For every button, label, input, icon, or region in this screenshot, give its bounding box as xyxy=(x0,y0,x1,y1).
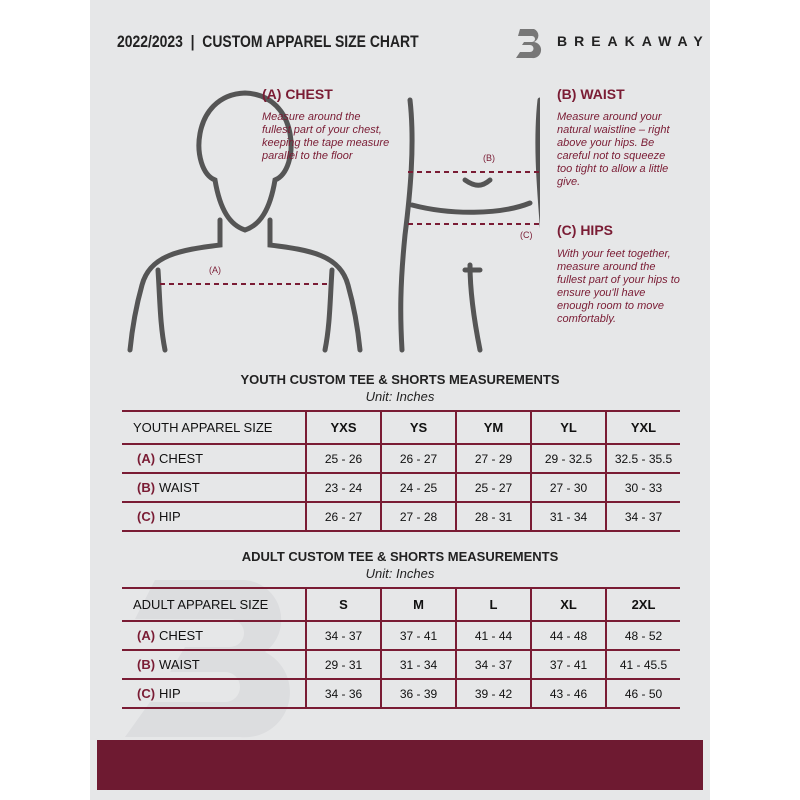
row-code: (B) xyxy=(137,657,156,672)
adult-section-title: ADULT CUSTOM TEE & SHORTS MEASUREMENTS xyxy=(241,549,559,564)
adult-size-table: ADULT APPAREL SIZE S M L XL 2XL (A) CHEST 34 - 3… xyxy=(122,587,680,709)
table-header-row: ADULT APPAREL SIZE S M L XL 2XL xyxy=(122,587,680,622)
table-cell: 30 - 33 xyxy=(605,472,680,503)
row-code: (C) xyxy=(137,509,156,524)
table-row: (A) CHEST 34 - 37 37 - 41 41 - 44 44 - 48 48 -… xyxy=(122,620,680,651)
table-row: (A) CHEST 25 - 26 26 - 27 27 - 29 29 - 32.5 32… xyxy=(122,443,680,474)
row-name: HIP xyxy=(159,686,181,701)
row-name: HIP xyxy=(159,509,181,524)
row-label: (B) WAIST xyxy=(122,472,306,503)
page-title: 2022/2023 | CUSTOM APPAREL SIZE CHART xyxy=(117,32,419,51)
footer-band xyxy=(97,740,703,790)
hips-description: With your feet together, measure around … xyxy=(557,248,680,325)
row-label: (C) HIP xyxy=(122,678,306,709)
size-column-header: 2XL xyxy=(605,587,680,622)
size-column-header: XL xyxy=(530,587,606,622)
table-cell: 39 - 42 xyxy=(455,678,531,709)
table-cell: 48 - 52 xyxy=(605,620,680,651)
hips-title: (C) HIPS xyxy=(557,222,613,238)
row-name: WAIST xyxy=(159,657,200,672)
youth-size-table: YOUTH APPAREL SIZE YXS YS YM YL YXL (A) CHEST 25… xyxy=(122,410,680,532)
row-code: (C) xyxy=(137,686,156,701)
row-label: (A) CHEST xyxy=(122,620,306,651)
table-cell: 24 - 25 xyxy=(380,472,456,503)
size-column-header: YXL xyxy=(605,410,680,445)
table-cell: 26 - 27 xyxy=(380,443,456,474)
waist-marker: (B) xyxy=(483,153,495,163)
table-row: (B) WAIST 29 - 31 31 - 34 34 - 37 37 - 41 41 -… xyxy=(122,649,680,680)
body-diagram xyxy=(127,90,540,353)
row-label: (C) HIP xyxy=(122,501,306,532)
table-cell: 27 - 30 xyxy=(530,472,606,503)
table-cell: 27 - 28 xyxy=(380,501,456,532)
chest-marker: (A) xyxy=(209,265,221,275)
table-cell: 27 - 29 xyxy=(455,443,531,474)
table-cell: 26 - 27 xyxy=(305,501,381,532)
table-cell: 34 - 37 xyxy=(605,501,680,532)
row-name: CHEST xyxy=(159,628,204,643)
size-column-header: YM xyxy=(455,410,531,445)
table-cell: 37 - 41 xyxy=(380,620,456,651)
chest-title: (A) CHEST xyxy=(262,86,333,102)
table-cell: 41 - 45.5 xyxy=(605,649,680,680)
table-cell: 25 - 27 xyxy=(455,472,531,503)
table-header-row: YOUTH APPAREL SIZE YXS YS YM YL YXL xyxy=(122,410,680,445)
table-row: (C) HIP 34 - 36 36 - 39 39 - 42 43 - 46 46 - 5… xyxy=(122,678,680,709)
youth-section-title: YOUTH CUSTOM TEE & SHORTS MEASUREMENTS xyxy=(240,372,560,387)
table-cell: 34 - 37 xyxy=(305,620,381,651)
row-name: WAIST xyxy=(159,480,200,495)
table-cell: 29 - 31 xyxy=(305,649,381,680)
table-cell: 23 - 24 xyxy=(305,472,381,503)
breakaway-logo-icon xyxy=(516,29,542,59)
table-cell: 31 - 34 xyxy=(380,649,456,680)
size-header: YOUTH APPAREL SIZE xyxy=(122,410,306,445)
table-cell: 25 - 26 xyxy=(305,443,381,474)
table-cell: 34 - 37 xyxy=(455,649,531,680)
table-cell: 32.5 - 35.5 xyxy=(605,443,680,474)
size-column-header: S xyxy=(305,587,381,622)
table-cell: 28 - 31 xyxy=(455,501,531,532)
brand-name: BREAKAWAY xyxy=(557,33,710,49)
adult-unit: Unit: Inches xyxy=(365,566,435,581)
chest-description: Measure around the fullest part of your … xyxy=(262,111,390,162)
youth-unit: Unit: Inches xyxy=(365,389,435,404)
row-code: (A) xyxy=(137,451,156,466)
waist-description: Measure around your natural waistline – … xyxy=(557,111,670,188)
size-column-header: YL xyxy=(530,410,606,445)
hips-marker: (C) xyxy=(520,230,533,240)
size-column-header: M xyxy=(380,587,456,622)
size-column-header: YS xyxy=(380,410,456,445)
row-code: (B) xyxy=(137,480,156,495)
table-cell: 29 - 32.5 xyxy=(530,443,606,474)
waist-title: (B) WAIST xyxy=(557,86,625,102)
row-label: (B) WAIST xyxy=(122,649,306,680)
table-cell: 31 - 34 xyxy=(530,501,606,532)
table-cell: 37 - 41 xyxy=(530,649,606,680)
size-column-header: L xyxy=(455,587,531,622)
row-name: CHEST xyxy=(159,451,204,466)
table-row: (B) WAIST 23 - 24 24 - 25 25 - 27 27 - 30 30 -… xyxy=(122,472,680,503)
table-cell: 46 - 50 xyxy=(605,678,680,709)
table-cell: 41 - 44 xyxy=(455,620,531,651)
table-cell: 34 - 36 xyxy=(305,678,381,709)
table-row: (C) HIP 26 - 27 27 - 28 28 - 31 31 - 34 34 - 3… xyxy=(122,501,680,532)
row-code: (A) xyxy=(137,628,156,643)
table-cell: 36 - 39 xyxy=(380,678,456,709)
size-header: ADULT APPAREL SIZE xyxy=(122,587,306,622)
size-column-header: YXS xyxy=(305,410,381,445)
table-cell: 43 - 46 xyxy=(530,678,606,709)
row-label: (A) CHEST xyxy=(122,443,306,474)
table-cell: 44 - 48 xyxy=(530,620,606,651)
